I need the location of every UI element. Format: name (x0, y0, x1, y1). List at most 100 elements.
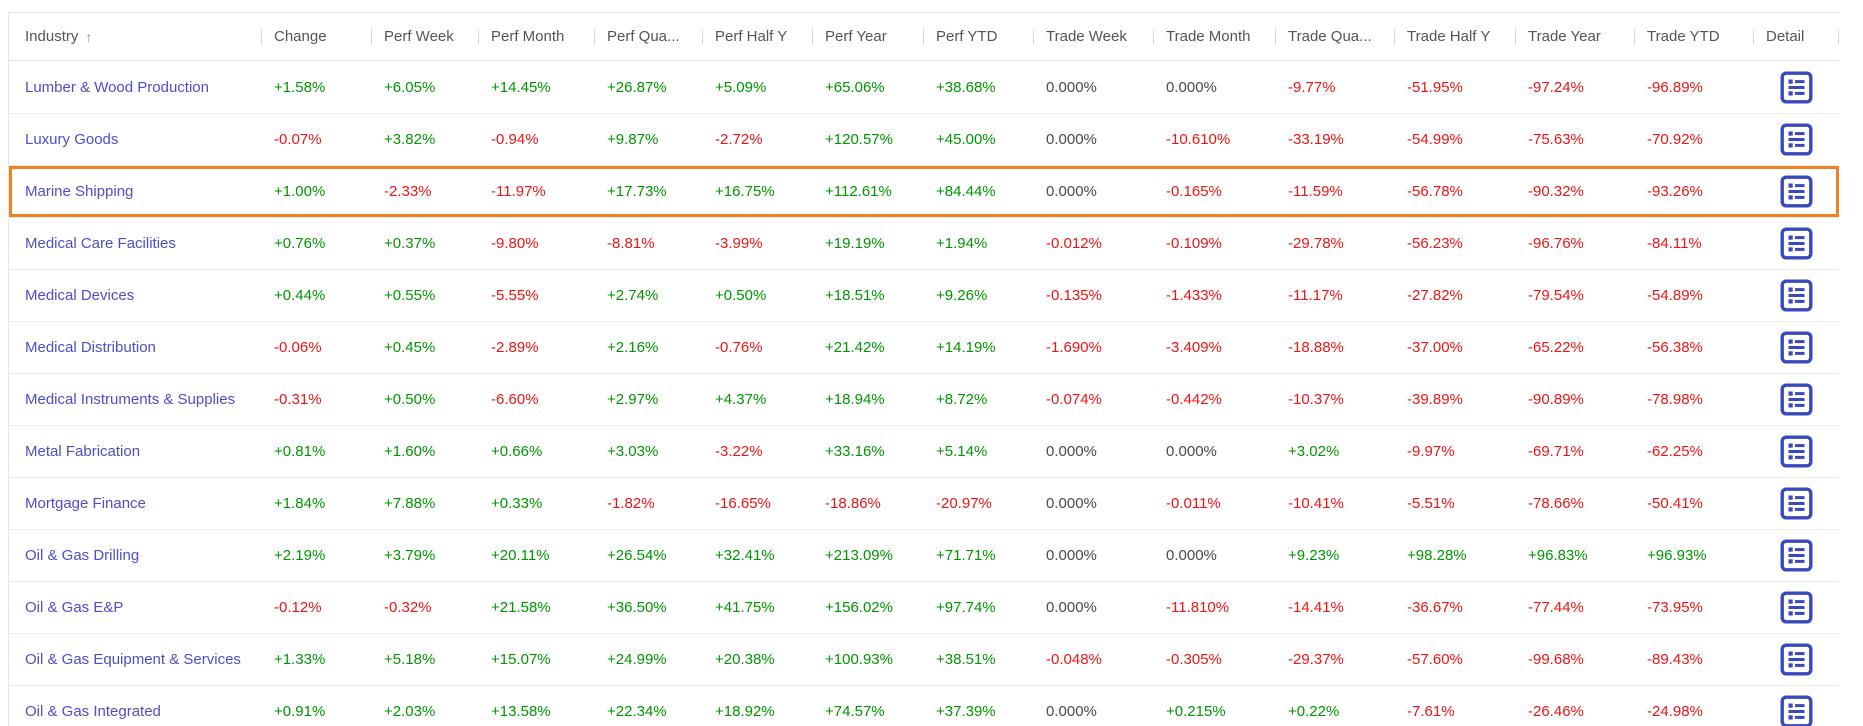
detail-button[interactable] (1780, 487, 1813, 520)
table-header-row: Industry ↑ Change Perf Week Perf Month Perf Q… (9, 13, 1839, 61)
industry-cell: Mortgage Finance (9, 478, 261, 529)
column-header-trade-ytd[interactable]: Trade YTD (1634, 13, 1753, 60)
detail-button[interactable] (1780, 123, 1813, 156)
column-header-detail[interactable]: Detail (1753, 13, 1839, 60)
value-cell: +14.45% (491, 78, 551, 96)
column-header-industry[interactable]: Industry ↑ (9, 13, 261, 60)
value-cell: +37.39% (936, 703, 996, 720)
value-cell: -0.012% (1046, 235, 1102, 252)
value-cell: +7.88% (384, 495, 436, 512)
value-cell: +0.22% (1288, 703, 1340, 720)
column-header-label: Trade Month (1166, 28, 1251, 45)
value-cell: +97.74% (936, 599, 996, 616)
column-header-label: Perf Year (825, 28, 887, 45)
detail-button[interactable] (1780, 695, 1813, 726)
table-body: Lumber & Wood Production +1.58% +6.05% +14… (9, 61, 1839, 726)
value-cell: -78.66% (1528, 495, 1584, 512)
industry-link-medical-care-facilities[interactable]: Medical Care Facilities (25, 235, 176, 252)
detail-button[interactable] (1780, 435, 1813, 468)
value-cell: 0.000% (1166, 443, 1217, 460)
value-cell: -1.433% (1166, 287, 1222, 304)
industry-link-medical-instruments-supplies[interactable]: Medical Instruments & Supplies (25, 391, 236, 408)
value-cell: +20.11% (491, 547, 550, 564)
column-header-perf-month[interactable]: Perf Month (478, 13, 594, 60)
industry-link-lumber-wood-production[interactable]: Lumber & Wood Production (25, 78, 209, 96)
value-cell: -90.89% (1528, 391, 1584, 408)
value-cell: -11.97% (491, 183, 546, 200)
table-row: Medical Devices +0.44% +0.55% -5.55% +2.74%… (9, 269, 1839, 321)
column-header-perf-week[interactable]: Perf Week (371, 13, 478, 60)
value-cell: +3.03% (607, 443, 659, 460)
value-cell: 0.000% (1046, 78, 1097, 96)
value-cell: +9.87% (607, 131, 659, 148)
column-header-perf-ytd[interactable]: Perf YTD (923, 13, 1033, 60)
value-cell: +16.75% (715, 183, 775, 200)
value-cell: +18.92% (715, 703, 775, 720)
detail-button[interactable] (1780, 383, 1813, 416)
industry-link-oil-gas-integrated[interactable]: Oil & Gas Integrated (25, 703, 161, 720)
industry-link-medical-devices[interactable]: Medical Devices (25, 287, 135, 304)
value-cell: +4.37% (715, 391, 767, 408)
detail-button[interactable] (1780, 71, 1813, 104)
column-header-perf-half-y[interactable]: Perf Half Y (702, 13, 812, 60)
industry-link-mortgage-finance[interactable]: Mortgage Finance (25, 495, 146, 512)
value-cell: -51.95% (1407, 78, 1463, 96)
detail-cell (1753, 166, 1839, 217)
value-cell: +19.19% (825, 235, 885, 252)
column-header-change[interactable]: Change (261, 13, 371, 60)
industry-link-oil-gas-e-p[interactable]: Oil & Gas E&P (25, 599, 124, 616)
value-cell: +1.33% (274, 651, 326, 668)
industry-link-oil-gas-equipment-services[interactable]: Oil & Gas Equipment & Services (25, 651, 241, 668)
industry-link-metal-fabrication[interactable]: Metal Fabrication (25, 443, 141, 460)
value-cell: +0.50% (715, 287, 767, 304)
value-cell: -0.165% (1166, 183, 1222, 200)
detail-button[interactable] (1780, 279, 1813, 312)
column-header-trade-qua[interactable]: Trade Qua... (1275, 13, 1394, 60)
detail-cell (1753, 114, 1839, 165)
column-header-label: Industry (25, 28, 79, 45)
value-cell: +96.93% (1647, 547, 1707, 564)
value-cell: -39.89% (1407, 391, 1463, 408)
detail-button[interactable] (1780, 591, 1813, 624)
column-header-trade-year[interactable]: Trade Year (1515, 13, 1634, 60)
detail-button[interactable] (1780, 643, 1813, 676)
column-header-trade-half-y[interactable]: Trade Half Y (1394, 13, 1515, 60)
value-cell: +74.57% (825, 703, 885, 720)
value-cell: +24.99% (607, 651, 667, 668)
detail-button[interactable] (1780, 539, 1813, 572)
detail-cell (1753, 582, 1839, 633)
value-cell: 0.000% (1046, 443, 1097, 460)
value-cell: -0.135% (1046, 287, 1102, 304)
detail-button[interactable] (1780, 227, 1813, 260)
column-header-label: Trade YTD (1647, 28, 1720, 45)
value-cell: -84.11% (1647, 235, 1702, 252)
column-header-trade-week[interactable]: Trade Week (1033, 13, 1153, 60)
value-cell: -0.12% (274, 599, 322, 616)
value-cell: +13.58% (491, 703, 551, 720)
table-row: Luxury Goods -0.07% +3.82% -0.94% +9.87% -2.… (9, 113, 1839, 165)
industry-cell: Medical Devices (9, 270, 261, 321)
value-cell: +6.05% (384, 78, 436, 96)
industry-link-oil-gas-drilling[interactable]: Oil & Gas Drilling (25, 547, 140, 564)
value-cell: -3.409% (1166, 339, 1222, 356)
detail-button[interactable] (1780, 331, 1813, 364)
industry-link-medical-distribution[interactable]: Medical Distribution (25, 339, 156, 356)
value-cell: -57.60% (1407, 651, 1463, 668)
column-header-trade-month[interactable]: Trade Month (1153, 13, 1275, 60)
column-header-perf-year[interactable]: Perf Year (812, 13, 923, 60)
value-cell: -5.51% (1407, 495, 1455, 512)
value-cell: -0.011% (1166, 495, 1221, 512)
value-cell: +0.66% (491, 443, 543, 460)
value-cell: 0.000% (1166, 547, 1217, 564)
column-header-label: Perf YTD (936, 28, 998, 45)
value-cell: -0.06% (274, 339, 322, 356)
detail-button[interactable] (1780, 175, 1813, 208)
value-cell: -73.95% (1647, 599, 1703, 616)
value-cell: +3.02% (1288, 443, 1340, 460)
industry-cell: Medical Instruments & Supplies (9, 374, 261, 425)
value-cell: -27.82% (1407, 287, 1463, 304)
industry-link-marine-shipping[interactable]: Marine Shipping (25, 183, 134, 200)
industry-link-luxury-goods[interactable]: Luxury Goods (25, 131, 119, 148)
column-header-perf-qua[interactable]: Perf Qua... (594, 13, 702, 60)
table-row: Mortgage Finance +1.84% +7.88% +0.33% -1.82… (9, 477, 1839, 529)
